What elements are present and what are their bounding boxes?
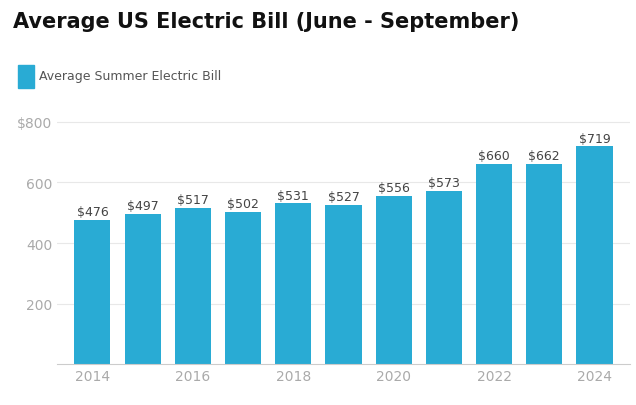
Text: $662: $662 [529, 149, 560, 162]
Text: $517: $517 [177, 193, 209, 206]
Text: $719: $719 [579, 132, 611, 145]
Bar [326, 205, 361, 364]
Text: $502: $502 [227, 198, 259, 211]
Text: $573: $573 [428, 176, 460, 189]
Text: $497: $497 [127, 199, 158, 212]
Text: Average US Electric Bill (June - September): Average US Electric Bill (June - Septemb… [13, 12, 519, 32]
Bar [476, 165, 512, 364]
Text: $556: $556 [378, 181, 410, 194]
Bar [425, 191, 462, 364]
Text: $476: $476 [76, 206, 108, 219]
Bar [225, 213, 261, 364]
Bar [275, 204, 311, 364]
Text: $527: $527 [328, 190, 359, 203]
Bar [376, 196, 411, 364]
Bar [74, 220, 111, 364]
Text: Average Summer Electric Bill: Average Summer Electric Bill [39, 70, 222, 83]
Bar [175, 208, 211, 364]
Bar [576, 147, 612, 364]
Text: $531: $531 [277, 189, 309, 202]
Text: $660: $660 [478, 150, 510, 163]
Bar [526, 164, 562, 364]
Bar [125, 214, 161, 364]
